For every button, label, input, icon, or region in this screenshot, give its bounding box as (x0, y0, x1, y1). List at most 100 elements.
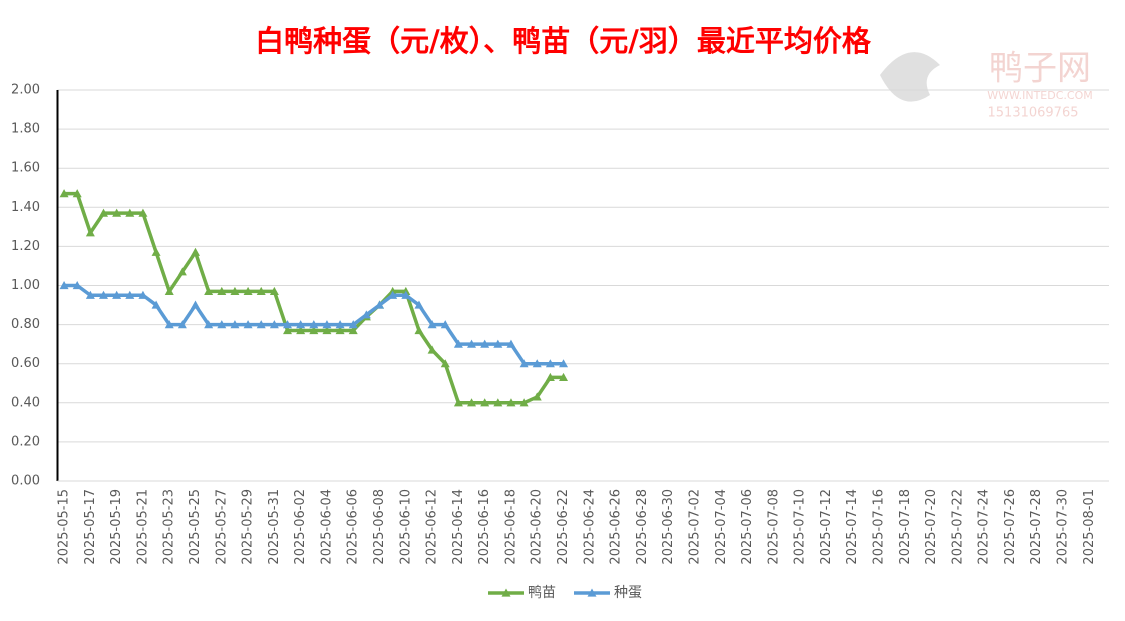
data-point (414, 300, 424, 309)
data-point (480, 398, 490, 407)
legend-label: 种蛋 (614, 585, 642, 601)
data-point (467, 398, 477, 407)
x-tick-label: 2025-06-16 (477, 489, 492, 565)
data-point (138, 208, 148, 217)
data-point (243, 286, 253, 295)
data-point (440, 359, 450, 368)
data-point (335, 325, 345, 335)
data-point (217, 320, 227, 329)
x-tick-label: 2025-07-28 (1029, 489, 1044, 565)
data-point (99, 290, 109, 299)
y-tick-label: 1.60 (11, 161, 40, 176)
data-point (164, 286, 174, 295)
data-point (506, 398, 516, 407)
data-point (85, 228, 95, 237)
data-point (493, 339, 503, 348)
data-point (519, 359, 529, 368)
data-point (269, 320, 279, 329)
x-tick-label: 2025-05-17 (83, 489, 98, 565)
x-tick-label: 2025-05-19 (109, 489, 124, 565)
x-tick-label: 2025-06-02 (293, 489, 308, 565)
x-tick-label: 2025-07-06 (740, 489, 755, 565)
data-point (414, 325, 424, 335)
x-tick-label: 2025-06-14 (451, 489, 466, 565)
data-point (59, 189, 69, 198)
x-tick-label: 2025-07-04 (714, 489, 729, 565)
data-point (204, 320, 214, 329)
y-tick-label: 1.20 (11, 239, 40, 254)
data-point (59, 281, 69, 290)
legend-marker (501, 588, 511, 597)
watermark-phone: 15131069765 (988, 106, 1079, 121)
data-point (401, 290, 411, 299)
data-point (388, 290, 398, 299)
data-point (453, 339, 463, 348)
x-tick-label: 2025-07-10 (793, 489, 808, 565)
data-point (164, 320, 174, 329)
y-tick-label: 1.40 (11, 200, 40, 215)
y-tick-label: 1.00 (11, 278, 40, 293)
data-point (427, 320, 437, 329)
data-point (532, 359, 542, 368)
y-tick-label: 0.20 (11, 434, 40, 449)
x-tick-label: 2025-07-08 (766, 489, 781, 565)
data-point (204, 286, 214, 295)
y-tick-label: 0.40 (11, 395, 40, 410)
x-tick-label: 2025-07-18 (898, 489, 913, 565)
data-point (519, 398, 529, 407)
data-point (296, 325, 306, 335)
data-point (322, 320, 332, 329)
x-tick-label: 2025-06-20 (530, 489, 545, 565)
data-point (545, 372, 555, 381)
data-point (112, 290, 122, 299)
x-tick-label: 2025-05-27 (214, 489, 229, 565)
x-tick-label: 2025-05-23 (162, 489, 177, 565)
data-point (506, 339, 516, 348)
y-tick-label: 2.00 (11, 83, 40, 98)
x-tick-label: 2025-07-16 (871, 489, 886, 565)
data-point (322, 325, 332, 335)
x-tick-label: 2025-06-06 (346, 489, 361, 565)
x-tick-label: 2025-05-29 (241, 489, 256, 565)
watermark-site: WWW.INTEDC.COM (987, 89, 1092, 102)
data-point (283, 320, 293, 329)
x-tick-label: 2025-05-25 (188, 489, 203, 565)
data-point (545, 359, 555, 368)
data-point (296, 320, 306, 329)
data-point (151, 300, 161, 309)
x-tick-label: 2025-06-26 (609, 489, 624, 565)
data-point (559, 372, 569, 381)
watermark-logo (880, 52, 940, 102)
data-point (309, 320, 319, 329)
data-point (348, 325, 358, 335)
data-point (85, 290, 95, 299)
x-tick-label: 2025-07-30 (1055, 489, 1070, 565)
data-point (256, 286, 266, 295)
x-tick-label: 2025-06-12 (425, 489, 440, 565)
data-point (309, 325, 319, 335)
x-tick-label: 2025-06-18 (503, 489, 518, 565)
data-point (467, 339, 477, 348)
y-tick-label: 0.00 (11, 474, 40, 489)
x-tick-label: 2025-06-30 (661, 489, 676, 565)
data-point (243, 320, 253, 329)
data-point (559, 359, 569, 368)
data-point (191, 247, 201, 256)
data-point (375, 300, 385, 309)
x-tick-label: 2025-06-04 (319, 489, 334, 565)
data-point (138, 290, 148, 299)
legend-label: 鸭苗 (528, 585, 556, 601)
x-tick-label: 2025-05-15 (57, 489, 72, 565)
x-tick-label: 2025-06-10 (398, 489, 413, 565)
chart-title: 白鸭种蛋（元/枚）、鸭苗（元/羽）最近平均价格 (255, 24, 872, 58)
data-point (230, 286, 240, 295)
y-tick-label: 0.60 (11, 356, 40, 371)
data-point (151, 247, 161, 256)
watermark-name: 鸭子网 (989, 49, 1091, 89)
data-point (427, 345, 437, 354)
x-tick-label: 2025-07-20 (924, 489, 939, 565)
data-point (125, 290, 135, 299)
x-tick-label: 2025-07-02 (687, 489, 702, 565)
data-point (230, 320, 240, 329)
y-tick-label: 1.80 (11, 122, 40, 137)
